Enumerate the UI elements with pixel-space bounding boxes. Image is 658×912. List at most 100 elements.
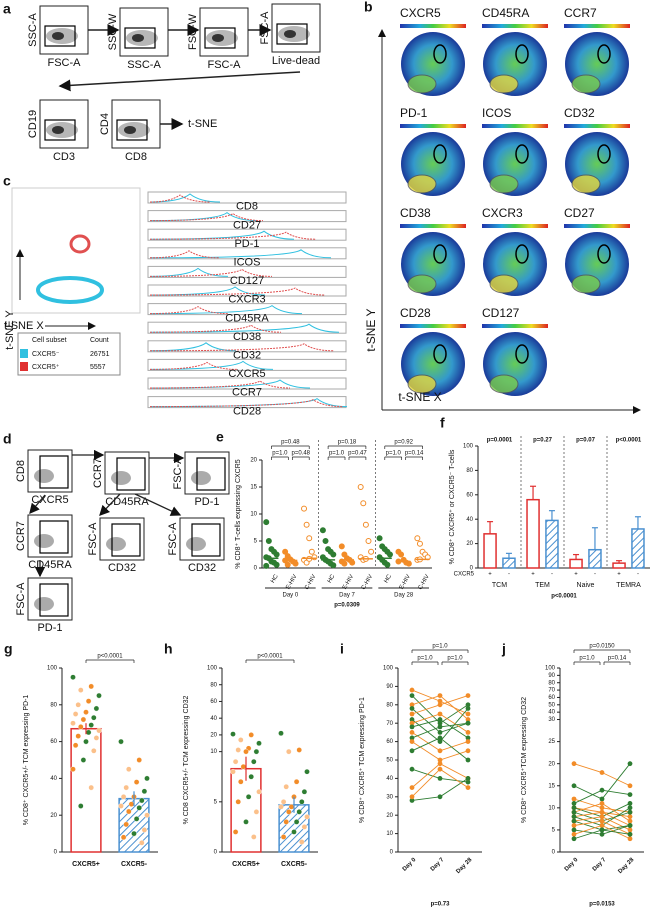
histogram-box: [147, 265, 347, 278]
panel-letter: e: [216, 429, 224, 445]
histogram-box: [147, 191, 347, 204]
colorbar: [564, 224, 630, 228]
point: [599, 770, 605, 775]
histogram: [149, 324, 282, 333]
p-value: p=0.47: [348, 451, 367, 457]
point: [298, 839, 305, 845]
point: [304, 768, 310, 775]
marker-label: CD127: [482, 306, 520, 320]
flow-density: [34, 469, 54, 483]
group-label: Day 28: [394, 593, 414, 599]
colorbar: [482, 124, 548, 128]
point: [280, 799, 287, 805]
table-header: Cell subset: [32, 337, 67, 344]
arrow: [58, 71, 301, 92]
point: [571, 836, 577, 842]
y-tick-label: 10: [210, 749, 217, 755]
axis-label: SSC-W: [107, 13, 119, 50]
flow-density: [34, 534, 54, 548]
axis-label: CD45RA: [28, 559, 72, 571]
point: [599, 814, 605, 820]
p-value: p=0.92: [394, 440, 413, 446]
annotation: p<0.0001: [551, 594, 577, 600]
point: [284, 561, 291, 568]
histogram-box: [147, 340, 347, 353]
x-tick-label: CXCR5+: [72, 861, 100, 868]
p-value: p=1.0: [432, 644, 448, 650]
point: [278, 730, 284, 737]
axis-label: CCR7: [92, 458, 104, 488]
x-tick-label: TEMRA: [616, 582, 641, 589]
tsne-cluster: [407, 374, 437, 394]
histogram-label: ICOS: [234, 257, 261, 269]
axis-label: FSC-W: [187, 13, 199, 50]
point: [437, 720, 443, 726]
point: [85, 698, 92, 704]
tsne-gate: [433, 244, 447, 264]
histogram: [149, 286, 266, 296]
tsne-gate: [433, 344, 447, 364]
p-value: p=1.0: [386, 451, 402, 457]
axis-label: SSC-A: [127, 59, 161, 71]
point: [280, 834, 287, 840]
point: [409, 687, 415, 693]
y-tick-label: 80: [466, 468, 473, 474]
table-cell: 5557: [90, 364, 106, 371]
axis-label: FSC-A: [172, 456, 184, 490]
flow-gate: [276, 23, 308, 45]
series-label: -: [551, 572, 553, 578]
point: [627, 805, 633, 811]
p-value: p<0.0001: [616, 438, 642, 444]
point: [93, 735, 100, 741]
point: [293, 819, 300, 825]
table-cell: CXCR5⁻: [32, 351, 60, 358]
point: [322, 538, 329, 544]
tsne-gate: [515, 244, 529, 264]
flow-density: [284, 30, 296, 38]
series-label: +: [488, 572, 492, 578]
point: [627, 783, 633, 789]
point: [437, 761, 443, 767]
y-tick-label: 0: [552, 850, 556, 856]
point: [303, 521, 310, 528]
flow-density: [111, 471, 131, 485]
point: [571, 823, 577, 828]
point: [627, 809, 633, 815]
point: [237, 778, 244, 785]
point: [78, 803, 84, 809]
y-tick-label: 100: [207, 666, 218, 672]
y-tick-label: 0: [214, 850, 218, 856]
histogram: [149, 361, 238, 370]
point: [118, 803, 124, 809]
point: [437, 735, 443, 741]
point: [437, 757, 443, 763]
point: [141, 827, 148, 833]
point: [256, 788, 262, 795]
y-tick-label: 5: [214, 799, 218, 805]
y-tick-label: 40: [386, 776, 393, 782]
panel-letter: h: [164, 641, 173, 657]
axis-label: CD32: [108, 562, 136, 574]
point: [230, 731, 236, 737]
histogram-box: [147, 228, 347, 241]
bar: [631, 528, 645, 569]
point: [88, 784, 94, 791]
y-tick-label: 0: [390, 850, 394, 856]
p-value: p=0.48: [292, 451, 311, 457]
tsne-gate: [515, 144, 529, 164]
marker-label: CD38: [400, 206, 431, 220]
point: [465, 735, 471, 741]
marker-label: CD45RA: [482, 6, 529, 20]
tsne-cluster: [407, 174, 437, 194]
panel-letter: c: [3, 173, 11, 189]
marker-label: CD27: [564, 206, 595, 220]
histogram-label: CD127: [230, 275, 264, 287]
point: [571, 796, 577, 802]
point: [365, 538, 372, 544]
marker-label: CCR7: [564, 6, 597, 20]
panel-letter: g: [4, 641, 13, 657]
y-tick-label: 15: [548, 783, 555, 789]
legend-title: CXCR5: [454, 572, 475, 578]
histogram: [149, 287, 326, 296]
p-value: p=1.0: [579, 656, 595, 662]
